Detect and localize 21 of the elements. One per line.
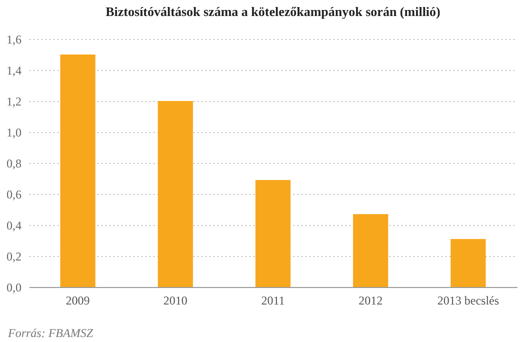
bar [450,238,486,287]
x-tick-label: 2010 [163,294,188,308]
x-tick-label: 2011 [261,294,285,308]
bar [353,214,388,287]
bar [255,180,291,287]
y-tick-label: 1,4 [6,64,22,78]
text: Forrás: FBAMSZ [7,326,94,340]
bar [60,54,96,287]
y-tick-label: 1,0 [6,126,22,140]
y-tick-label: 1,6 [6,32,22,46]
x-tick-label: 2009 [66,294,90,308]
y-tick-label: 0,8 [6,156,22,170]
bar [158,101,193,287]
x-tick-label: 2012 [358,294,383,308]
y-tick-label: 0,0 [6,280,22,294]
y-tick-label: 0,2 [6,250,22,264]
y-tick-label: 1,2 [6,94,22,108]
y-tick-label: 0,6 [6,188,22,202]
chart-title: Biztosítóváltások száma a kötelezőkampányok során (millió) [106,4,440,19]
y-tick-label: 0,4 [6,218,22,232]
x-tick-label: 2013 becslés [437,294,500,308]
